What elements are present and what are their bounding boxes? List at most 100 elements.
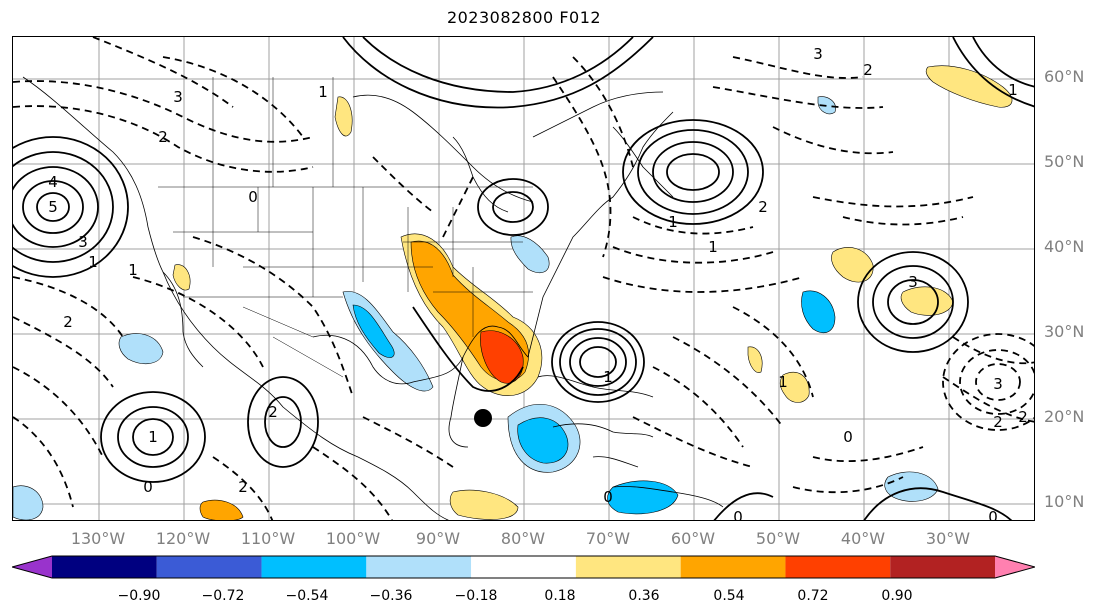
colorbar-outline <box>12 555 1035 579</box>
contour-label: 1 <box>318 83 328 101</box>
contour-label: 4 <box>48 173 58 191</box>
lat-label: 60°N <box>1044 67 1085 86</box>
storm-center-marker <box>474 409 492 427</box>
warm-anomaly-atlantic-3 <box>900 286 954 316</box>
lon-label: 90°W <box>415 529 461 548</box>
colorbar <box>12 555 1035 579</box>
cool-anomaly-southeast <box>884 471 939 502</box>
warm-anomaly-mid-atl <box>747 346 763 373</box>
colorbar-segment <box>995 556 1035 578</box>
warm-anomaly-south <box>449 489 519 520</box>
colorbar-tick: −0.36 <box>369 588 413 604</box>
contour-label: 2 <box>158 128 168 146</box>
colorbar-segment <box>890 556 995 578</box>
colorbar-segment <box>156 556 262 578</box>
contour-label: 2 <box>268 403 278 421</box>
lon-label: 130°W <box>70 529 126 548</box>
warm-anomaly-sw <box>199 499 244 520</box>
lon-label: 120°W <box>155 529 211 548</box>
contour-high-atlantic-e <box>887 279 939 325</box>
colorbar-tick: −0.72 <box>201 588 245 604</box>
contour-label: 2 <box>238 478 248 496</box>
cool-anomaly-texas-inner <box>352 304 395 358</box>
contour-cyclone-atlantic <box>579 346 617 378</box>
colorbar-tick: 0.90 <box>881 588 913 604</box>
coastlines <box>22 76 724 520</box>
lon-label: 80°W <box>500 529 546 548</box>
contour-label: 3 <box>173 88 183 106</box>
contour-label: 2 <box>1018 408 1028 426</box>
lon-label: 110°W <box>240 529 296 548</box>
lon-label: 40°W <box>840 529 886 548</box>
lon-label: 30°W <box>925 529 971 548</box>
contour-labels: 3 2 1 4 5 3 2 1 0 2 1 1 1 2 3 3 1 2 0 0 … <box>48 45 1028 521</box>
map-canvas: 3 2 1 4 5 3 2 1 0 2 1 1 1 2 3 3 1 2 0 0 … <box>13 37 1034 521</box>
colorbar-segment <box>366 556 472 578</box>
contour-label: 1 <box>708 238 718 256</box>
contour-label: 1 <box>148 428 158 446</box>
warm-anomaly-atlantic-1 <box>831 247 874 283</box>
colorbar-segment <box>471 556 576 578</box>
lat-label: 10°N <box>1044 492 1085 511</box>
contour-pacific-low <box>132 418 174 456</box>
warm-anomaly-gulf-red <box>480 330 524 384</box>
cool-anomaly-caribbean-inner <box>517 417 569 464</box>
lon-label: 100°W <box>325 529 381 548</box>
lon-label: 70°W <box>585 529 631 548</box>
warm-anomaly-baja <box>172 264 191 291</box>
warm-anomaly-atlantic-2 <box>779 371 810 403</box>
plot-title: 2023082800 F012 <box>446 8 602 27</box>
colorbar-segment <box>575 556 681 578</box>
contour-label: 0 <box>143 478 153 496</box>
colorbar-tick: 0.72 <box>797 588 829 604</box>
contour-great-lakes <box>492 191 534 223</box>
colorbar-segment <box>785 556 891 578</box>
contour-label: 1 <box>88 253 98 271</box>
contour-label: 0 <box>603 488 613 506</box>
contour-low-atlantic-se <box>975 363 1021 401</box>
colorbar-segment <box>680 556 786 578</box>
warm-anomaly-north <box>334 96 353 137</box>
lat-label: 50°N <box>1044 152 1085 171</box>
cool-anomaly-south <box>607 480 679 515</box>
contour-label: 3 <box>993 375 1003 393</box>
cool-anomaly-sw <box>13 485 44 520</box>
political-borders <box>158 77 533 378</box>
colorbar-tick: 0.36 <box>628 588 660 604</box>
contour-label: 3 <box>908 273 918 291</box>
cool-anomaly-east-coast <box>510 235 550 273</box>
colorbar-segment <box>261 556 367 578</box>
colorbar-tick: −0.90 <box>117 588 161 604</box>
shaded-fields <box>13 65 1013 520</box>
contour-label: 1 <box>603 368 613 386</box>
colorbar-tick: −0.18 <box>454 588 498 604</box>
contour-label: 2 <box>63 313 73 331</box>
contour-high-west <box>13 166 99 248</box>
solid-contours <box>13 37 1034 520</box>
contour-label: 1 <box>1008 81 1018 99</box>
colorbar-tick: 0.54 <box>713 588 745 604</box>
colorbar-tick: 0.18 <box>544 588 576 604</box>
colorbar-tick: −0.54 <box>285 588 329 604</box>
cool-anomaly-labrador <box>817 96 836 115</box>
contour-label: 0 <box>248 188 258 206</box>
contour-label: 0 <box>843 428 853 446</box>
dashed-contours <box>13 37 1034 520</box>
contour-label: 5 <box>48 198 58 216</box>
lat-label: 40°N <box>1044 237 1085 256</box>
colorbar-segments <box>12 556 1035 578</box>
contour-label: 0 <box>988 508 998 521</box>
contour-label: 2 <box>993 413 1003 431</box>
contour-mexico <box>264 396 302 448</box>
colorbar-segment <box>52 556 157 578</box>
lon-label: 50°W <box>755 529 801 548</box>
colorbar-segment <box>12 556 52 578</box>
contour-label: 2 <box>758 198 768 216</box>
contour-label: 0 <box>733 508 743 521</box>
contour-label: 2 <box>863 61 873 79</box>
contour-label: 1 <box>128 261 138 279</box>
lat-label: 30°N <box>1044 322 1085 341</box>
contour-label: 3 <box>813 45 823 63</box>
contour-high-atlantic-ne <box>652 141 734 203</box>
warm-anomaly-ne <box>925 65 1013 108</box>
